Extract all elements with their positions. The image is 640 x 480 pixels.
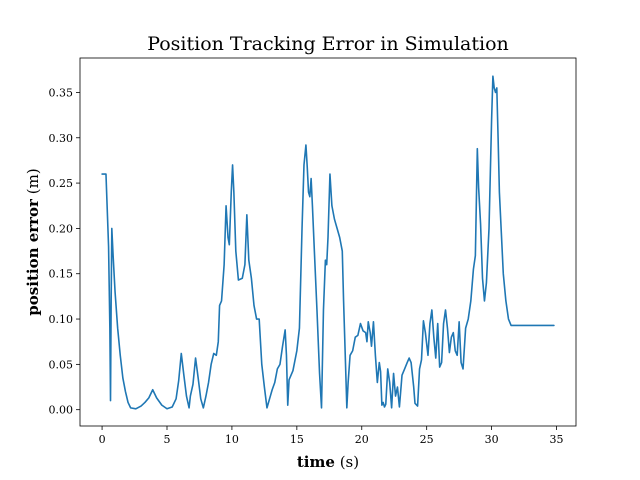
plot-area	[101, 75, 555, 410]
x-tick-label: 0	[99, 433, 106, 446]
y-tick-label: 0.35	[49, 86, 74, 99]
x-tick-label: 15	[290, 433, 304, 446]
axes-frame	[79, 57, 577, 427]
x-axis-label-quantity: time	[297, 453, 335, 471]
y-axis-ticks: 0.00 0.05 0.10 0.15 0.20 0.25 0.30 0.35	[49, 86, 80, 417]
y-tick-label: 0.25	[49, 177, 74, 190]
y-tick-label: 0.05	[49, 358, 74, 371]
x-axis-ticks: 0 5 10 15 20 25 30 35	[99, 426, 564, 446]
x-axis-label: time (s)	[297, 453, 359, 471]
y-axis-label: position error (m)	[24, 168, 42, 315]
x-tick-label: 5	[163, 433, 170, 446]
y-axis-label-unit: (m)	[24, 168, 42, 194]
chart-title: Position Tracking Error in Simulation	[147, 33, 509, 55]
x-tick-label: 30	[485, 433, 499, 446]
y-tick-label: 0.30	[49, 132, 74, 145]
series-line-position-error	[101, 75, 555, 410]
x-tick-label: 10	[225, 433, 239, 446]
y-tick-label: 0.10	[49, 313, 74, 326]
y-tick-label: 0.00	[49, 404, 74, 417]
x-tick-label: 20	[355, 433, 369, 446]
x-axis-label-unit: (s)	[340, 453, 359, 471]
x-tick-label: 25	[420, 433, 434, 446]
y-tick-label: 0.15	[49, 268, 74, 281]
y-tick-label: 0.20	[49, 222, 74, 235]
x-tick-label: 35	[550, 433, 564, 446]
y-axis-label-quantity: position error	[24, 198, 42, 316]
